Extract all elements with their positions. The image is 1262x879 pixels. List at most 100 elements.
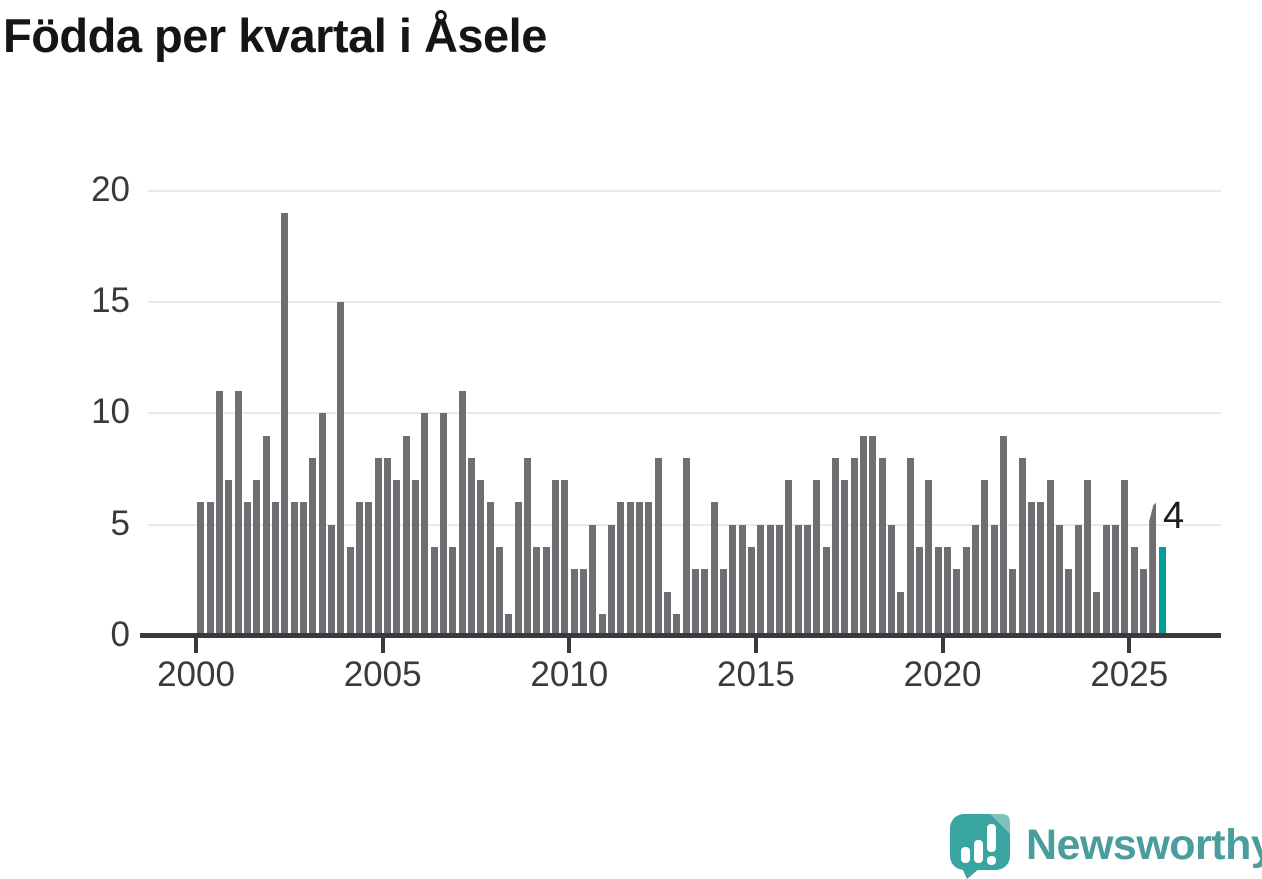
bar-2000Q4 [225,480,233,636]
bar-2024Q2 [1102,524,1110,636]
bar-2022Q4 [1046,480,1054,636]
x-tick-2000 [194,638,198,653]
bar-2002Q3 [290,502,298,636]
x-axis-line [140,633,1221,638]
bar-2001Q1 [234,391,242,636]
bar-2007Q3 [477,480,485,636]
chart-title: Födda per kvartal i Åsele [3,9,547,62]
bar-2010Q1 [570,569,578,636]
x-axis-label-2010: 2010 [530,655,609,694]
bar-2021Q1 [981,480,989,636]
bar-2016Q4 [822,546,830,636]
bar-2009Q1 [533,546,541,636]
bar-2025Q1 [1130,546,1138,636]
bar-2010Q2 [579,569,588,636]
bar-2003Q4 [337,301,345,636]
bar-2015Q1 [757,524,765,636]
x-axis-label-2020: 2020 [903,655,982,694]
gridline-y20 [148,189,1221,192]
bar-2015Q2 [766,524,774,636]
bar-2008Q1 [495,546,504,636]
bar-2012Q2 [654,457,662,636]
x-axis-label-2025: 2025 [1090,655,1169,694]
bar-2022Q3 [1037,502,1045,636]
bar-2023Q2 [1065,569,1073,636]
bar-2017Q2 [841,480,849,636]
bar-2018Q4 [897,591,905,636]
bar-2009Q3 [551,480,560,636]
bar-2021Q3 [999,435,1008,636]
bar-2011Q1 [607,524,616,636]
bar-2002Q2 [281,212,289,636]
newsworthy-logo-icon [950,814,1010,879]
bar-2024Q4 [1121,480,1129,636]
bar-2008Q3 [514,502,522,636]
bar-2005Q4 [411,480,420,636]
bar-2004Q2 [356,502,364,636]
bar-2003Q1 [309,457,317,636]
bar-2009Q2 [542,546,550,636]
bar-2021Q2 [990,524,998,636]
bar-2006Q1 [421,413,429,637]
bar-2005Q3 [402,435,410,636]
bar-2023Q4 [1083,480,1092,636]
bar-2013Q4 [710,502,718,636]
bar-2011Q2 [617,502,625,636]
y-axis-label-5: 5 [110,503,130,543]
x-tick-2010 [567,638,572,653]
bar-2020Q3 [962,546,970,636]
bar-2010Q4 [598,613,606,636]
bar-2015Q3 [775,524,784,636]
y-axis-label-20: 20 [91,169,130,209]
newsworthy-logo-text: Newsworthy [1026,821,1262,869]
gridline-y15 [148,300,1221,303]
bar-2008Q2 [505,613,513,636]
bar-2014Q3 [738,524,746,636]
bar-2019Q2 [915,546,924,636]
bar-2025Q3 [1149,502,1157,636]
x-tick-2015 [753,638,758,653]
bar-2005Q1 [383,457,392,636]
bar-2022Q1 [1018,457,1026,636]
bar-2016Q1 [794,524,802,636]
bar-2013Q2 [691,569,700,636]
gridline-y10 [148,412,1221,415]
x-tick-2020 [940,638,945,653]
bar-2007Q1 [458,391,466,636]
bar-2006Q4 [449,546,457,636]
bar-2014Q4 [747,546,756,636]
bar-2012Q1 [645,502,653,636]
x-tick-2005 [380,638,385,653]
bar-2013Q3 [701,569,709,636]
bar-2011Q3 [626,502,634,636]
bar-2020Q4 [971,524,980,636]
newsworthy-logo: Newsworthy [946,812,1262,879]
x-axis-label-2000: 2000 [157,655,235,694]
latest-value-label: 4 [1163,495,1185,537]
bar-2014Q1 [719,569,728,636]
bar-2016Q2 [803,524,812,636]
bar-2018Q3 [887,524,896,636]
x-axis-label-2015: 2015 [717,655,795,694]
bar-2016Q3 [813,480,821,636]
bar-2025Q2 [1139,569,1148,636]
bar-2004Q1 [346,546,354,636]
bar-2000Q2 [206,502,214,636]
bar-2018Q2 [878,457,886,636]
bar-2024Q1 [1093,591,1101,636]
y-axis-label-15: 15 [91,280,130,320]
bar-2015Q4 [785,480,793,636]
bar-2002Q4 [300,502,308,636]
bar-2012Q4 [673,613,681,636]
y-axis-label-10: 10 [91,392,130,432]
bar-2019Q1 [906,457,914,636]
bar-2023Q3 [1074,524,1082,636]
bar-2019Q3 [925,480,933,636]
x-axis-label-2005: 2005 [343,655,422,694]
bar-2002Q1 [272,502,280,636]
bar-2021Q4 [1009,569,1017,636]
bar-2024Q3 [1111,524,1120,636]
bar-2018Q1 [869,435,877,636]
bar-2000Q1 [197,502,205,636]
